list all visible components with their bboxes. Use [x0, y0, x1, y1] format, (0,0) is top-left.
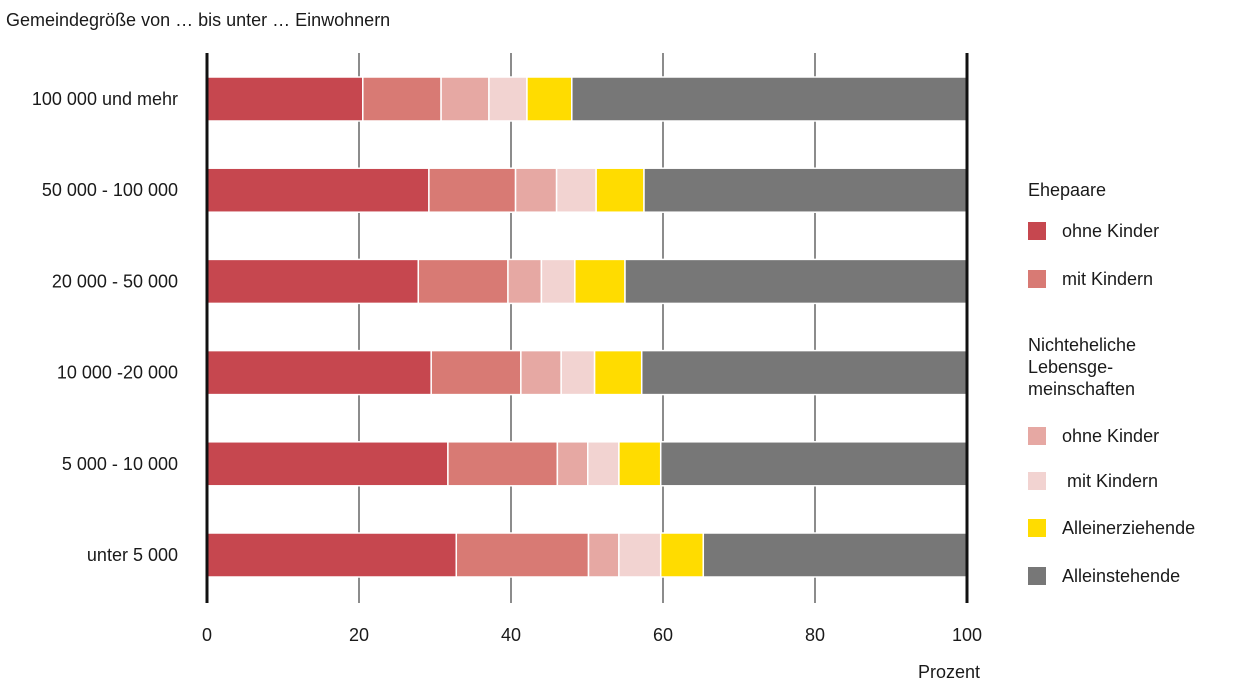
bar-segment-5: [595, 167, 645, 213]
bar-segment-2: [362, 76, 442, 122]
category-label: 5 000 - 10 000: [62, 454, 178, 474]
bar-segment-2: [455, 532, 590, 578]
chart-title: Gemeindegröße von … bis unter … Einwohne…: [6, 10, 390, 30]
bar-segment-4: [555, 167, 597, 213]
tick-label: 60: [653, 625, 673, 645]
bar-segment-2: [417, 258, 509, 305]
legend-label: mit Kindern: [1062, 268, 1154, 289]
bar-segment-2: [447, 441, 559, 487]
legend-label: Alleinerziehende: [1062, 517, 1196, 538]
legend-swatch: [1028, 427, 1046, 445]
tick-label: 40: [501, 625, 521, 645]
legend-swatch: [1028, 222, 1046, 240]
legend-item-alleinstehende: Alleinstehende: [1028, 565, 1180, 587]
category-label: 20 000 - 50 000: [52, 271, 178, 291]
bars: [206, 76, 968, 578]
bar-segment-3: [440, 76, 490, 122]
legend-label: mit Kindern: [1062, 470, 1159, 491]
bar-segment-4: [587, 441, 620, 487]
legend-item-nel-mit-kindern: mit Kindern: [1028, 470, 1158, 492]
tick-labels: 0 20 40 60 80 100: [202, 625, 982, 645]
bar-segment-3: [514, 167, 558, 213]
bar-segment-3: [556, 441, 589, 487]
bar-segment-6: [624, 258, 968, 305]
bar-segment-3: [520, 349, 562, 396]
legend-swatch: [1028, 519, 1046, 537]
category-label: 50 000 - 100 000: [42, 180, 178, 200]
bar-segment-6: [571, 76, 968, 122]
legend-swatch: [1028, 567, 1046, 585]
bar-segment-1: [206, 167, 430, 213]
bar-segment-5: [526, 76, 573, 122]
bar-segment-2: [430, 349, 522, 396]
legend-label: ohne Kinder: [1062, 425, 1160, 446]
bar-segment-3: [507, 258, 543, 305]
bar-segment-6: [640, 349, 968, 396]
legend-item-ehepaare-ohne-kinder: ohne Kinder: [1028, 220, 1159, 242]
bar-segment-4: [560, 349, 596, 396]
bar-segment-1: [206, 258, 420, 305]
bar-segment-4: [488, 76, 528, 122]
legend-item-alleinerziehende: Alleinerziehende: [1028, 517, 1195, 539]
bar-segment-1: [206, 76, 364, 122]
bar-segment-2: [428, 167, 517, 213]
x-axis-label: Prozent: [918, 662, 980, 682]
bar-segment-1: [206, 532, 458, 578]
bar-segment-1: [206, 349, 432, 396]
tick-label: 100: [952, 625, 982, 645]
legend-item-ehepaare-mit-kindern: mit Kindern: [1028, 268, 1153, 290]
bar-segment-5: [574, 258, 626, 305]
legend-label: Alleinstehende: [1062, 565, 1181, 586]
legend-item-nel-ohne-kinder: ohne Kinder: [1028, 425, 1159, 447]
bar-segment-1: [206, 441, 449, 487]
axes: [205, 53, 969, 603]
tick-label: 20: [349, 625, 369, 645]
tick-label: 80: [805, 625, 825, 645]
category-label: 100 000 und mehr: [32, 89, 178, 109]
bar-segment-5: [593, 349, 643, 396]
bar-segment-3: [587, 532, 620, 578]
category-labels: 100 000 und mehr 50 000 - 100 000 20 000 -…: [32, 89, 178, 565]
grid-lines: [358, 53, 816, 603]
category-label: unter 5 000: [87, 545, 178, 565]
bar-segment-6: [659, 441, 968, 487]
bar-segment-4: [540, 258, 576, 305]
tick-label: 0: [202, 625, 212, 645]
bar-segment-5: [618, 441, 662, 487]
bar-segment-6: [643, 167, 968, 213]
legend-label: ohne Kinder: [1062, 220, 1160, 241]
bar-segment-6: [702, 532, 968, 578]
legend-heading-ehepaare: Ehepaare: [1028, 180, 1107, 200]
bar-segment-4: [618, 532, 662, 578]
legend-heading-nichteheliche: Nichteheliche Lebensge- meinschaften: [1028, 335, 1137, 399]
category-label: 10 000 -20 000: [57, 363, 178, 383]
legend-swatch: [1028, 270, 1046, 288]
legend-swatch: [1028, 472, 1046, 490]
bar-segment-5: [659, 532, 705, 578]
